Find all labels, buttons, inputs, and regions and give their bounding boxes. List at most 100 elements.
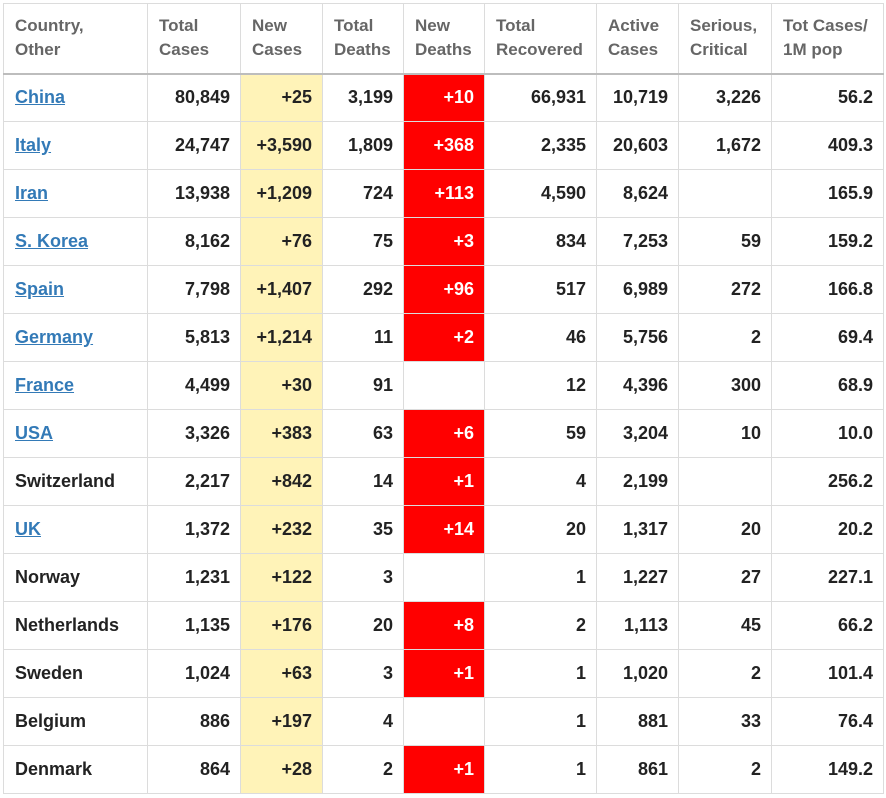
active-cases-cell: 7,253 xyxy=(596,217,679,266)
country-link[interactable]: France xyxy=(15,375,75,395)
header-new-cases[interactable]: New Cases xyxy=(240,3,323,75)
table-row: Italy 24,747 +3,590 1,809 +368 2,335 20,603 1,6… xyxy=(3,121,884,170)
header-label-line: Total xyxy=(159,16,199,35)
country-name: Sweden xyxy=(15,663,84,683)
new-cases-cell: +76 xyxy=(240,217,323,266)
total-recovered-cell: 20 xyxy=(484,505,597,554)
table-row: Sweden 1,024 +63 3 +1 1 1,020 2 101.4 xyxy=(3,649,884,698)
header-new-deaths[interactable]: New Deaths xyxy=(403,3,485,75)
serious-critical-cell: 272 xyxy=(678,265,772,314)
country-link[interactable]: S. Korea xyxy=(15,231,89,251)
cases-per-million-cell: 149.2 xyxy=(771,745,884,794)
header-label-line: Deaths xyxy=(334,40,391,59)
country-name: Netherlands xyxy=(15,615,120,635)
new-cases-cell: +842 xyxy=(240,457,323,506)
country-link[interactable]: Spain xyxy=(15,279,65,299)
total-deaths-cell: 2 xyxy=(322,745,404,794)
serious-critical-cell: 2 xyxy=(678,313,772,362)
country-link[interactable]: UK xyxy=(15,519,41,539)
total-recovered-cell: 66,931 xyxy=(484,73,597,122)
total-cases-cell: 4,499 xyxy=(147,361,241,410)
cases-per-million-cell: 69.4 xyxy=(771,313,884,362)
country-cell: S. Korea xyxy=(3,217,148,266)
new-cases-cell: +63 xyxy=(240,649,323,698)
total-deaths-cell: 75 xyxy=(322,217,404,266)
cases-per-million-cell: 166.8 xyxy=(771,265,884,314)
header-active-cases[interactable]: Active Cases xyxy=(596,3,679,75)
serious-critical-cell: 2 xyxy=(678,649,772,698)
table-body: China 80,849 +25 3,199 +10 66,931 10,719 3,226 5… xyxy=(3,73,884,794)
header-label-line: Country, xyxy=(15,16,84,35)
total-deaths-cell: 3,199 xyxy=(322,73,404,122)
total-cases-cell: 5,813 xyxy=(147,313,241,362)
serious-critical-cell: 10 xyxy=(678,409,772,458)
new-cases-cell: +25 xyxy=(240,73,323,122)
new-deaths-cell: +14 xyxy=(403,505,485,554)
active-cases-cell: 4,396 xyxy=(596,361,679,410)
total-cases-cell: 8,162 xyxy=(147,217,241,266)
table-row: Iran 13,938 +1,209 724 +113 4,590 8,624 165.9 xyxy=(3,169,884,218)
total-deaths-cell: 63 xyxy=(322,409,404,458)
country-link[interactable]: Germany xyxy=(15,327,94,347)
total-cases-cell: 7,798 xyxy=(147,265,241,314)
total-recovered-cell: 46 xyxy=(484,313,597,362)
country-link[interactable]: Italy xyxy=(15,135,52,155)
active-cases-cell: 1,020 xyxy=(596,649,679,698)
new-cases-cell: +232 xyxy=(240,505,323,554)
header-label-line: Cases xyxy=(159,40,210,59)
cases-per-million-cell: 76.4 xyxy=(771,697,884,746)
country-cell: Sweden xyxy=(3,649,148,698)
table-row: Switzerland 2,217 +842 14 +1 4 2,199 256.2 xyxy=(3,457,884,506)
country-cell: Iran xyxy=(3,169,148,218)
total-deaths-cell: 11 xyxy=(322,313,404,362)
new-deaths-cell: +1 xyxy=(403,457,485,506)
total-deaths-cell: 35 xyxy=(322,505,404,554)
header-total-cases[interactable]: Total Cases xyxy=(147,3,241,75)
country-cell: Switzerland xyxy=(3,457,148,506)
table-row: UK 1,372 +232 35 +14 20 1,317 20 20.2 xyxy=(3,505,884,554)
country-link[interactable]: USA xyxy=(15,423,54,443)
country-cell: France xyxy=(3,361,148,410)
serious-critical-cell: 45 xyxy=(678,601,772,650)
header-country-other[interactable]: Country, Other xyxy=(3,3,148,75)
total-recovered-cell: 1 xyxy=(484,649,597,698)
new-cases-cell: +28 xyxy=(240,745,323,794)
new-deaths-cell: +368 xyxy=(403,121,485,170)
table-row: China 80,849 +25 3,199 +10 66,931 10,719 3,226 5… xyxy=(3,73,884,122)
new-cases-cell: +176 xyxy=(240,601,323,650)
header-serious-critical[interactable]: Serious, Critical xyxy=(678,3,772,75)
header-label-line: Cases xyxy=(252,40,303,59)
header-label-line: New xyxy=(252,16,287,35)
new-deaths-cell: +113 xyxy=(403,169,485,218)
header-total-deaths[interactable]: Total Deaths xyxy=(322,3,404,75)
total-cases-cell: 886 xyxy=(147,697,241,746)
country-cell: Italy xyxy=(3,121,148,170)
country-link[interactable]: Iran xyxy=(15,183,49,203)
header-label-line: Total xyxy=(496,16,536,35)
total-cases-cell: 1,231 xyxy=(147,553,241,602)
country-cell: Netherlands xyxy=(3,601,148,650)
country-cell: USA xyxy=(3,409,148,458)
header-label-line: Critical xyxy=(690,40,748,59)
serious-critical-cell: 3,226 xyxy=(678,73,772,122)
total-cases-cell: 1,135 xyxy=(147,601,241,650)
header-total-recovered[interactable]: Total Recovered xyxy=(484,3,597,75)
serious-critical-cell: 20 xyxy=(678,505,772,554)
cases-per-million-cell: 256.2 xyxy=(771,457,884,506)
new-deaths-cell: +96 xyxy=(403,265,485,314)
table-header: Country, Other Total Cases New Cases Total Deat… xyxy=(3,3,884,75)
cases-per-million-cell: 10.0 xyxy=(771,409,884,458)
table-row: Spain 7,798 +1,407 292 +96 517 6,989 272 166.8 xyxy=(3,265,884,314)
header-tot-cases-per-1m-pop[interactable]: Tot Cases/1M pop xyxy=(771,3,884,75)
active-cases-cell: 1,227 xyxy=(596,553,679,602)
serious-critical-cell xyxy=(678,169,772,218)
country-cell: China xyxy=(3,73,148,122)
country-link[interactable]: China xyxy=(15,87,66,108)
country-cell: Norway xyxy=(3,553,148,602)
total-recovered-cell: 59 xyxy=(484,409,597,458)
active-cases-cell: 861 xyxy=(596,745,679,794)
new-deaths-cell xyxy=(403,697,485,746)
country-cell: UK xyxy=(3,505,148,554)
active-cases-cell: 6,989 xyxy=(596,265,679,314)
new-deaths-cell: +8 xyxy=(403,601,485,650)
